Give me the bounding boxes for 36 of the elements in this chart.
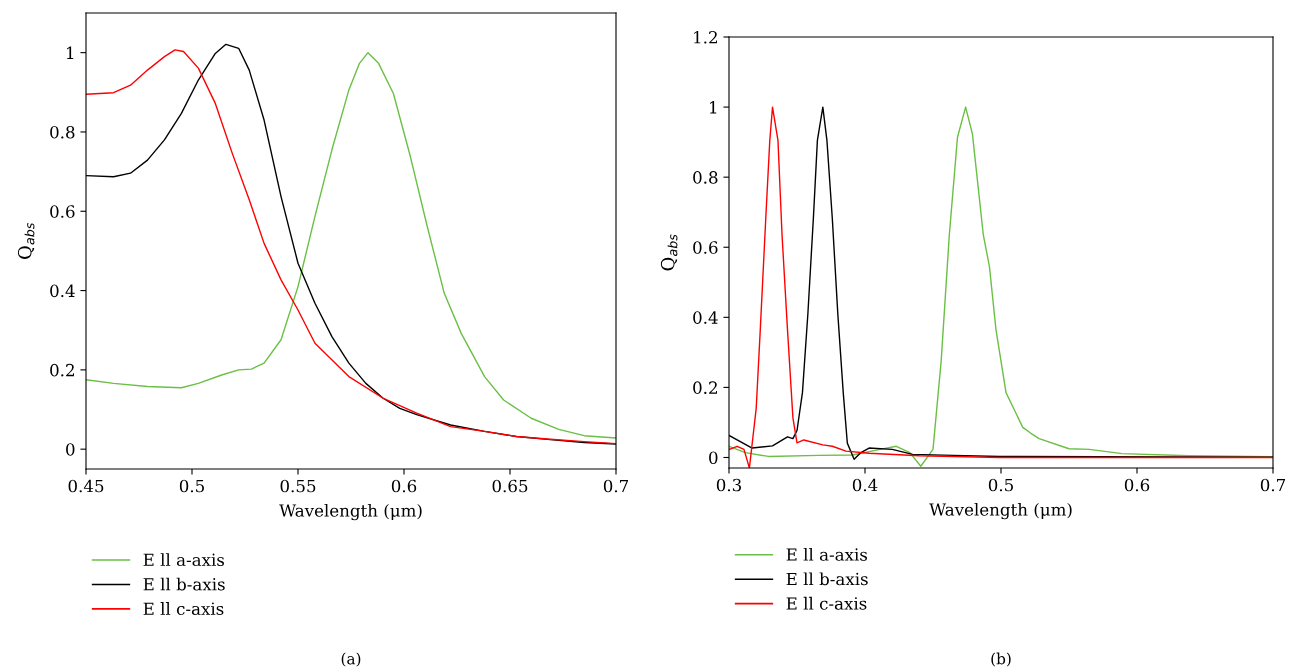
y-tick-label: 0.2	[693, 381, 717, 394]
legend-label: E ll a-axis	[786, 547, 868, 561]
x-tick-label: 0.5	[988, 478, 1013, 492]
y-tick-label: 0.8	[693, 171, 718, 184]
y-tick-label: 0.4	[693, 311, 718, 324]
legend-label: E ll b-axis	[143, 577, 225, 591]
x-tick-label: 0.6	[391, 479, 417, 493]
y-tick-label: 0	[709, 451, 718, 465]
legend-label: E ll c-axis	[786, 596, 867, 610]
x-tick-label: 0.55	[280, 479, 316, 493]
y-tick-label: 0.8	[50, 125, 75, 139]
x-tick-label: 0.5	[179, 479, 204, 493]
text: (a)	[341, 652, 361, 667]
x-tick-label: 0.65	[492, 479, 528, 493]
y-tick-label: 0.4	[50, 284, 75, 298]
y-tick-label: 1.2	[694, 30, 717, 44]
y-tick-label: 0	[66, 443, 75, 456]
y-tick-label: 0.6	[693, 241, 718, 254]
x-tick-label: 0.6	[1124, 478, 1150, 492]
y-axis-title: Q$_{abs}$	[17, 222, 35, 259]
text: (b)	[991, 652, 1011, 667]
y-tick-label: 0.2	[50, 363, 74, 377]
y-axis-title: Q$_{abs}$	[660, 234, 678, 271]
x-tick-label: 0.7	[1260, 478, 1286, 492]
legend-label: E ll c-axis	[143, 602, 224, 616]
x-axis-title: Wavelength (μm)	[929, 502, 1072, 520]
x-axis-title: Wavelength (μm)	[279, 503, 422, 521]
x-tick-label: 0.7	[603, 479, 629, 493]
x-tick-label: 0.3	[716, 478, 742, 492]
x-tick-label: 0.45	[68, 479, 104, 493]
y-tick-label: 0.6	[50, 205, 75, 218]
x-tick-label: 0.4	[852, 478, 878, 492]
y-tick-label: 1	[710, 101, 717, 114]
legend-label: E ll a-axis	[143, 553, 225, 567]
legend-label: E ll b-axis	[786, 572, 868, 586]
y-tick-label: 1	[67, 46, 74, 59]
